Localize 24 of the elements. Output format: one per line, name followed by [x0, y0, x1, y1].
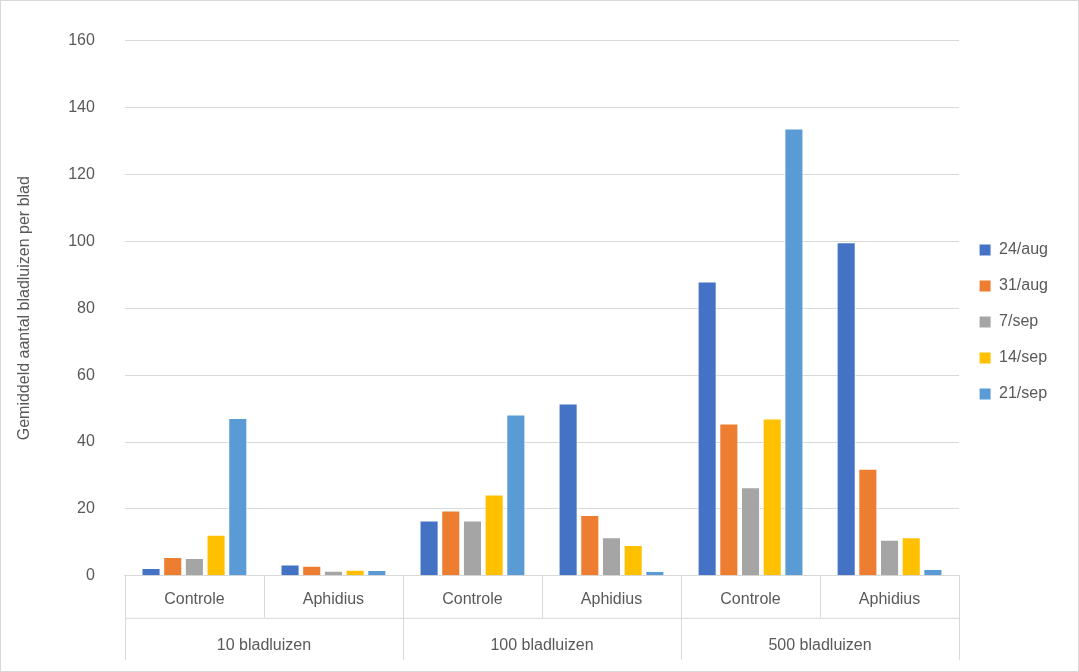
- text: 500 bladluizen: [768, 636, 872, 654]
- legend-label: 24/aug: [999, 240, 1048, 258]
- y-tick-label: 160: [68, 31, 95, 49]
- x-tick-label: Aphidius: [302, 589, 365, 607]
- legend-label: 14/sep: [999, 348, 1048, 366]
- x-tick-label: Aphidius: [858, 589, 921, 607]
- y-tick-label: 40: [77, 432, 95, 450]
- x-tick-label: Controle: [720, 589, 781, 607]
- x-tick-label: Controle: [442, 589, 503, 607]
- y-tick-label: 120: [68, 164, 95, 182]
- x-tick-label: Controle: [164, 589, 225, 607]
- text: 10 bladluizen: [216, 636, 312, 654]
- y-tick-label: 100: [68, 231, 95, 249]
- y-axis-title: Gemiddeld aantal bladluizen per blad: [15, 176, 33, 441]
- y-tick-label: 80: [77, 298, 95, 316]
- y-tick-label: 60: [77, 365, 95, 383]
- legend-label: 21/sep: [999, 384, 1048, 402]
- y-tick-label: 20: [77, 499, 95, 517]
- y-tick-label: 0: [85, 566, 95, 584]
- legend-label: 31/aug: [999, 276, 1048, 294]
- x-tick-label: Aphidius: [580, 589, 643, 607]
- y-tick-label: 140: [68, 97, 95, 115]
- text: 100 bladluizen: [490, 636, 594, 654]
- legend-label: 7/sep: [999, 312, 1039, 330]
